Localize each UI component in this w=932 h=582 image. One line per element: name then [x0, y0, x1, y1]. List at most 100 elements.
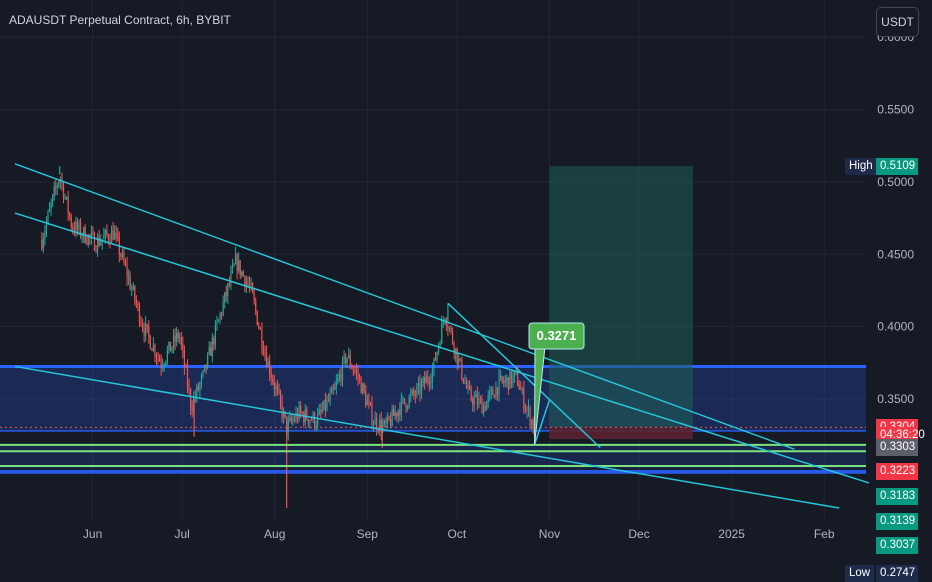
candle-body: [521, 388, 523, 390]
candle-body: [408, 396, 410, 407]
y-tick-label: 0.3500: [877, 392, 914, 406]
candle-body: [151, 348, 153, 351]
candle-body: [233, 264, 235, 267]
candle-body: [146, 324, 148, 327]
candle-body: [366, 401, 368, 406]
x-tick-label: Feb: [814, 527, 835, 541]
candle-body: [98, 237, 100, 246]
trendline: [14, 163, 795, 450]
candle-body: [396, 412, 398, 417]
candle-body: [420, 382, 423, 394]
candle-body: [72, 227, 74, 230]
candle-body: [279, 392, 282, 402]
candle-body: [242, 271, 244, 277]
candle-body: [343, 355, 345, 360]
candle-body: [331, 388, 333, 394]
candle-body: [138, 304, 141, 323]
candle-body: [284, 411, 286, 417]
candle-body: [183, 349, 186, 367]
candle-body: [236, 254, 238, 272]
candle-body: [107, 235, 110, 241]
candle-body: [92, 233, 94, 235]
price-chart[interactable]: 0.3271 Jun Jul Aug Sep Oct Nov Dec 2025 Feb 0.350…: [0, 0, 932, 550]
candle-body: [349, 354, 351, 366]
candle-body: [433, 358, 435, 371]
blue-zone-lower: [0, 469, 866, 474]
candle-body: [168, 341, 170, 351]
candle-body: [87, 235, 89, 244]
candle-body: [278, 389, 280, 393]
candle-body: [265, 353, 268, 367]
candle-body: [439, 343, 441, 346]
x-tick-label: Jun: [83, 527, 102, 541]
candle-body: [120, 254, 122, 257]
candle-body: [202, 370, 204, 376]
candle-body: [123, 252, 125, 263]
candle-body: [227, 283, 229, 296]
price-tag-label: High: [845, 157, 877, 175]
candle-body: [509, 371, 511, 390]
candle-body: [132, 286, 134, 290]
candle-body: [261, 329, 263, 348]
candle-body: [253, 292, 255, 301]
price-tag: 0.3037: [876, 537, 918, 555]
candle-body: [112, 229, 114, 240]
candle-body: [327, 399, 330, 401]
candle-body: [44, 231, 46, 240]
candle-body: [476, 394, 478, 405]
currency-button[interactable]: USDT: [876, 7, 919, 37]
candle-body: [481, 399, 483, 414]
candle-body: [455, 348, 457, 355]
candle-body: [171, 346, 173, 352]
candle-body: [159, 357, 161, 362]
price-tag: 0.5109: [876, 158, 918, 176]
candle-body: [458, 358, 460, 364]
candle-body: [234, 254, 237, 265]
candles: [41, 166, 534, 508]
candle-body: [301, 412, 303, 414]
candle-body: [103, 235, 105, 240]
candle-body: [317, 414, 319, 426]
candle-body: [185, 366, 187, 368]
candle-body: [126, 265, 128, 278]
candle-body: [83, 227, 85, 236]
candle-body: [335, 382, 337, 388]
candle-body: [276, 386, 279, 390]
candle-body: [250, 283, 252, 286]
candle-body: [379, 419, 381, 431]
candle-body: [205, 364, 207, 369]
candle-body: [165, 361, 167, 365]
candle-body: [179, 337, 181, 339]
price-tag: 0.3139: [876, 512, 918, 530]
candle-body: [78, 223, 80, 230]
price-tag: 0.3303: [876, 438, 918, 456]
candle-body: [329, 393, 331, 401]
candle-body: [321, 409, 323, 412]
candle-body: [293, 419, 296, 421]
candle-body: [219, 313, 221, 320]
candle-body: [400, 398, 403, 415]
candle-body: [389, 419, 392, 426]
candle-body: [470, 389, 472, 400]
trendline: [14, 365, 840, 509]
candle-body: [117, 234, 119, 238]
candle-body: [214, 324, 217, 345]
candle-body: [182, 343, 184, 350]
candle-body: [180, 337, 182, 344]
candle-body: [517, 371, 519, 386]
candle-body: [273, 382, 275, 389]
candle-body: [441, 322, 443, 344]
candle-body: [427, 376, 429, 382]
trendline: [447, 302, 601, 449]
candle-body: [489, 391, 491, 396]
candle-body: [196, 385, 198, 398]
candle-body: [315, 425, 317, 427]
callout-box: [528, 322, 585, 350]
candle-body: [90, 233, 93, 237]
candle-body: [79, 223, 82, 237]
candle-body: [383, 420, 385, 425]
candle-body: [425, 376, 427, 384]
candle-body: [417, 382, 420, 387]
candle-body: [70, 216, 72, 228]
